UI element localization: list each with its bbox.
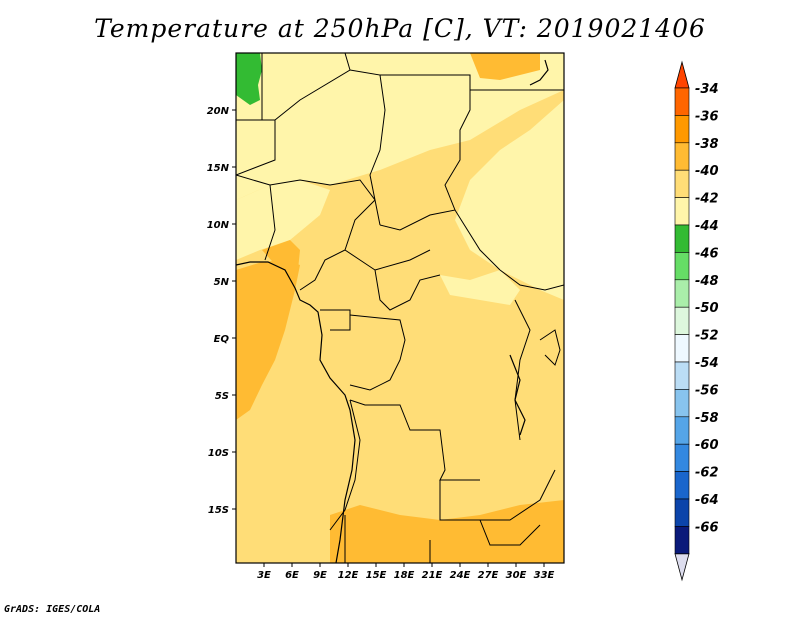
legend-label: -44	[695, 219, 719, 234]
temperature-field	[236, 53, 564, 563]
x-tick-label: 30E	[506, 570, 527, 581]
y-tick-label: 10S	[208, 448, 229, 459]
legend-label: -36	[695, 109, 719, 124]
legend-label: -54	[695, 356, 719, 371]
y-tick-label: 15S	[208, 505, 229, 516]
x-tick-label: 12E	[338, 570, 359, 581]
field-gulf-warm	[236, 260, 300, 420]
legend-swatch	[674, 224, 690, 253]
x-tick-label: 15E	[366, 570, 387, 581]
legend-swatch	[674, 498, 690, 527]
legend-label: -62	[695, 466, 719, 481]
legend-label: -60	[695, 438, 719, 453]
legend-swatch	[674, 471, 690, 500]
legend-swatch	[674, 87, 690, 116]
legend-label: -66	[695, 520, 719, 535]
legend-swatch	[674, 197, 690, 226]
y-tick-label: 10N	[207, 220, 230, 231]
y-tick-label: 15N	[207, 163, 230, 174]
y-tick-label: 5S	[215, 391, 229, 402]
x-tick-label: 3E	[257, 570, 271, 581]
legend-swatch	[674, 416, 690, 445]
legend-swatch	[674, 252, 690, 281]
y-tick-label: 5N	[214, 277, 230, 288]
legend-arrow-bottom	[674, 553, 690, 582]
legend-swatch	[674, 526, 690, 555]
legend-swatch	[674, 306, 690, 335]
coastlines	[236, 59, 549, 563]
legend-swatch	[674, 443, 690, 472]
legend-label: -64	[695, 493, 719, 508]
legend-label: -42	[695, 192, 719, 207]
legend-swatch	[674, 361, 690, 390]
legend-label: -34	[695, 82, 719, 97]
legend-swatch	[674, 142, 690, 171]
field-ne-warm	[470, 53, 540, 80]
x-axis: 3E 6E 9E 12E 15E 18E 21E 24E 27E 30E 33E	[257, 563, 555, 581]
x-tick-label: 33E	[534, 570, 555, 581]
legend-label: -56	[695, 383, 719, 398]
legend-swatch	[674, 115, 690, 144]
map-frame	[235, 52, 565, 564]
field-south-warm	[330, 500, 564, 563]
map-title: Temperature at 250hPa [C], VT: 201902140…	[94, 14, 706, 43]
legend-arrow-top	[674, 60, 690, 89]
x-tick-label: 9E	[313, 570, 327, 581]
field-nigeria-warm	[262, 240, 300, 270]
legend-label: -46	[695, 246, 719, 261]
legend-label: -38	[695, 137, 719, 152]
field-east-light	[455, 100, 564, 300]
y-axis: 20N 15N 10N 5N EQ 5S 10S 15S	[207, 106, 236, 516]
legend-swatch	[674, 169, 690, 198]
legend-swatch	[674, 334, 690, 363]
x-tick-label: 18E	[394, 570, 415, 581]
legend-label: -48	[695, 274, 719, 289]
legend-label: -52	[695, 329, 719, 344]
x-tick-label: 21E	[422, 570, 443, 581]
y-tick-label: 20N	[207, 106, 230, 117]
country-borders	[236, 53, 564, 563]
y-tick-label: EQ	[214, 334, 230, 345]
x-tick-label: 24E	[450, 570, 471, 581]
legend-label: -40	[695, 164, 719, 179]
x-tick-label: 27E	[478, 570, 499, 581]
legend-swatch	[674, 279, 690, 308]
legend-label: -58	[695, 411, 719, 426]
field-nw-cold	[236, 53, 262, 105]
x-tick-label: 6E	[285, 570, 299, 581]
legend-label: -50	[695, 301, 719, 316]
legend-swatch	[674, 389, 690, 418]
color-legend: -34 -36 -38 -40 -42 -44 -46 -48 -50 -52 -54 -56 -58 -…	[674, 60, 719, 582]
footer-credit: GrADS: IGES/COLA	[4, 604, 101, 615]
field-west-light	[236, 180, 330, 260]
field-center-light	[440, 270, 520, 305]
